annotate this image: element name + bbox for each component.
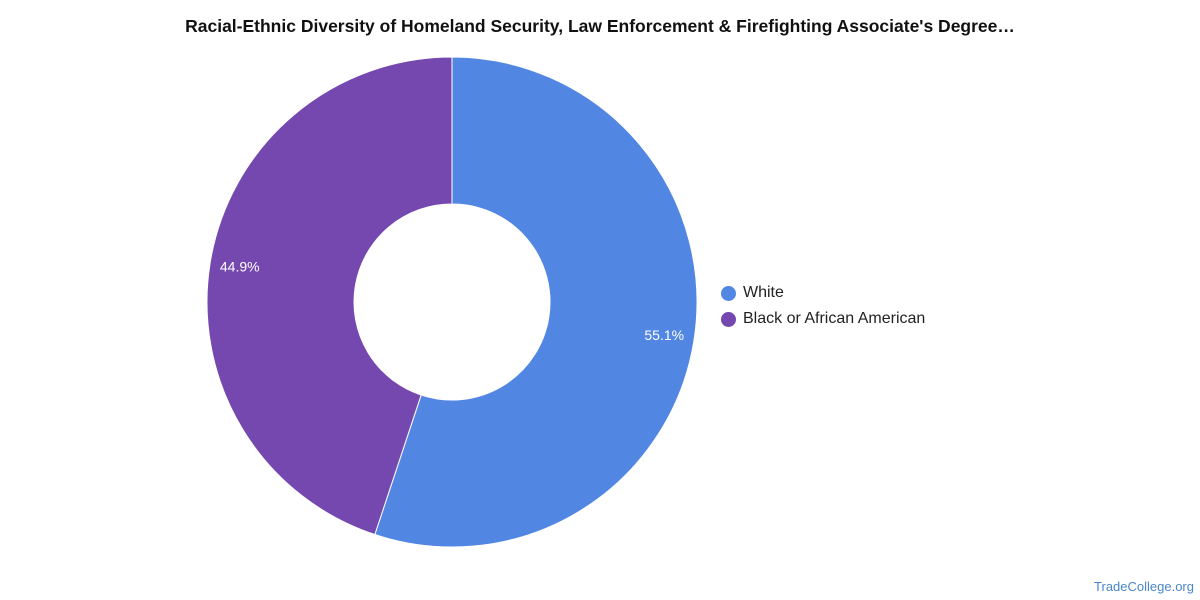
legend-item-black-or-african-american[interactable]: Black or African American xyxy=(721,306,925,332)
donut-slice-black-or-african-american[interactable] xyxy=(206,56,453,536)
legend-item-white[interactable]: White xyxy=(721,280,925,306)
legend-swatch-white xyxy=(721,285,736,301)
legend-swatch-black-or-african-american xyxy=(721,311,736,327)
chart-title: Racial-Ethnic Diversity of Homeland Secu… xyxy=(185,16,1015,36)
legend-label-black-or-african-american: Black or African American xyxy=(743,310,926,327)
source-watermark[interactable]: TradeCollege.org xyxy=(1094,579,1194,594)
donut-slice-white[interactable] xyxy=(374,56,698,548)
slice-value-label-black-or-african-american: 44.9% xyxy=(220,258,260,274)
chart-legend: White Black or African American xyxy=(721,280,925,332)
legend-label-white: White xyxy=(743,284,784,301)
slice-value-label-white: 55.1% xyxy=(644,327,684,343)
